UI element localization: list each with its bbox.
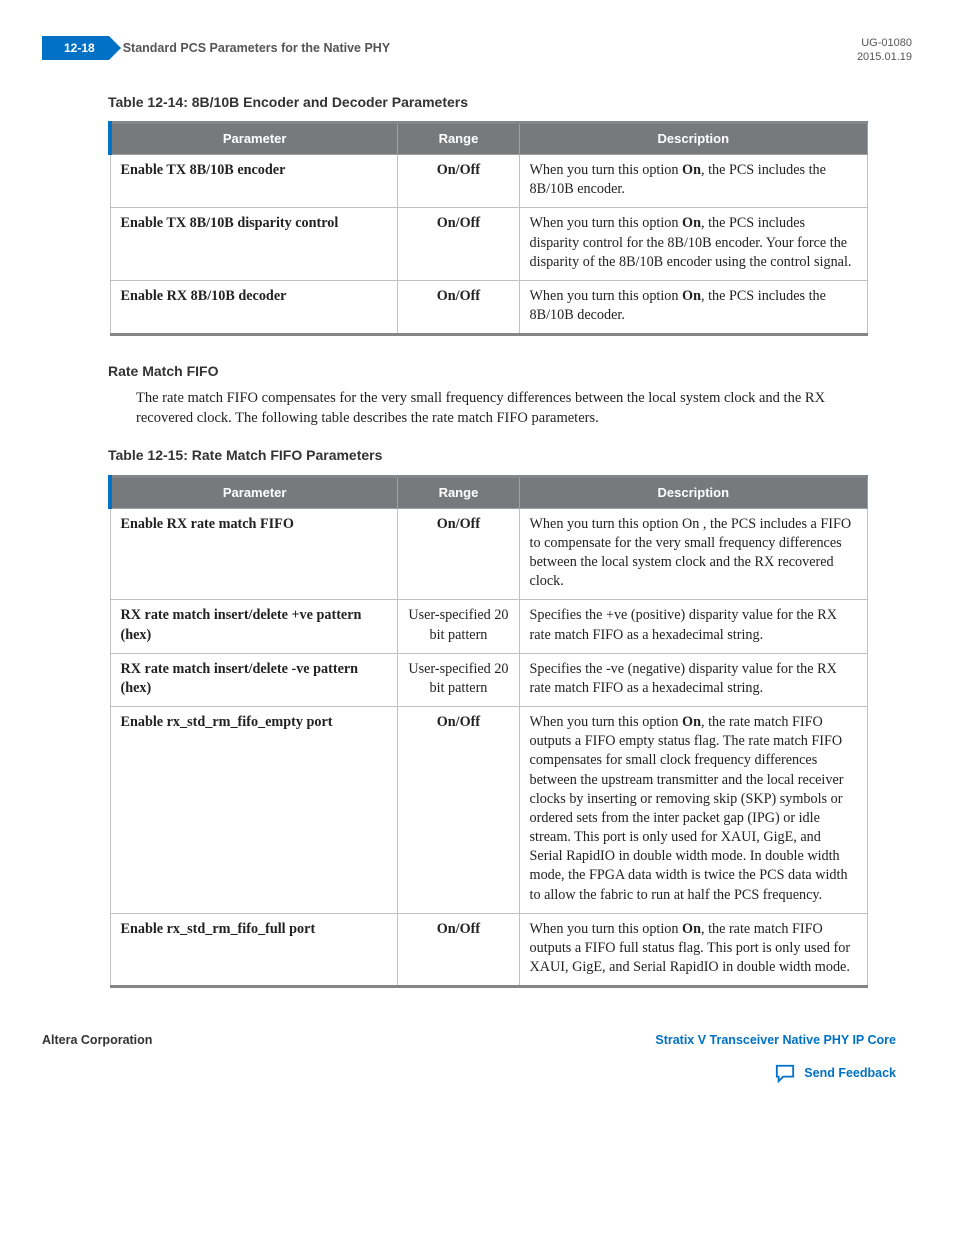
table-header-row: Parameter Range Description (110, 123, 868, 155)
cell-description: When you turn this option On, the rate m… (519, 913, 867, 987)
page-content: Table 12-14: 8B/10B Encoder and Decoder … (0, 93, 954, 989)
table-row: Enable TX 8B/10B disparity controlOn/Off… (110, 208, 868, 281)
footer-right: Stratix V Transceiver Native PHY IP Core… (655, 1032, 896, 1083)
col-parameter: Parameter (110, 123, 398, 155)
table-row: RX rate match insert/delete +ve pattern … (110, 600, 868, 653)
cell-description: When you turn this option On, the PCS in… (519, 155, 867, 208)
table-caption: Table 12-15: Rate Match FIFO Parameters (108, 446, 868, 465)
cell-parameter: Enable RX rate match FIFO (110, 508, 398, 600)
cell-description: When you turn this option On, the rate m… (519, 707, 867, 914)
col-range: Range (398, 477, 519, 509)
table-caption: Table 12-14: 8B/10B Encoder and Decoder … (108, 93, 868, 112)
doc-date: 2015.01.19 (857, 50, 912, 64)
header-left: 12-18 Standard PCS Parameters for the Na… (42, 36, 390, 60)
section-body: The rate match FIFO compensates for the … (108, 389, 868, 428)
table-body: Enable TX 8B/10B encoderOn/OffWhen you t… (110, 155, 868, 335)
cell-range: User-specified 20 bit pattern (398, 600, 519, 653)
cell-description: When you turn this option On, the PCS in… (519, 208, 867, 281)
feedback-icon[interactable] (774, 1063, 796, 1083)
cell-description: When you turn this option On, the PCS in… (519, 280, 867, 334)
col-description: Description (519, 477, 867, 509)
footer-company: Altera Corporation (42, 1032, 152, 1049)
col-description: Description (519, 123, 867, 155)
rate-match-fifo-table: Parameter Range Description Enable RX ra… (108, 475, 868, 988)
cell-range: On/Off (398, 913, 519, 987)
page-header: 12-18 Standard PCS Parameters for the Na… (0, 0, 954, 75)
table-row: Enable rx_std_rm_fifo_empty portOn/OffWh… (110, 707, 868, 914)
table-row: RX rate match insert/delete -ve pattern … (110, 653, 868, 706)
cell-range: On/Off (398, 208, 519, 281)
col-parameter: Parameter (110, 477, 398, 509)
cell-range: User-specified 20 bit pattern (398, 653, 519, 706)
cell-parameter: Enable TX 8B/10B encoder (110, 155, 398, 208)
cell-parameter: RX rate match insert/delete -ve pattern … (110, 653, 398, 706)
send-feedback-link[interactable]: Send Feedback (804, 1065, 896, 1082)
table-header-row: Parameter Range Description (110, 477, 868, 509)
table-body: Enable RX rate match FIFOOn/OffWhen you … (110, 508, 868, 987)
cell-parameter: Enable TX 8B/10B disparity control (110, 208, 398, 281)
footer-doc-link[interactable]: Stratix V Transceiver Native PHY IP Core (655, 1032, 896, 1049)
cell-parameter: Enable rx_std_rm_fifo_empty port (110, 707, 398, 914)
page-number-tab: 12-18 (42, 36, 109, 60)
cell-range: On/Off (398, 707, 519, 914)
cell-parameter: Enable rx_std_rm_fifo_full port (110, 913, 398, 987)
encoder-decoder-table: Parameter Range Description Enable TX 8B… (108, 121, 868, 336)
page-footer: Altera Corporation Stratix V Transceiver… (0, 988, 954, 1083)
table-row: Enable RX rate match FIFOOn/OffWhen you … (110, 508, 868, 600)
cell-range: On/Off (398, 508, 519, 600)
cell-description: Specifies the -ve (negative) disparity v… (519, 653, 867, 706)
cell-description: When you turn this option On , the PCS i… (519, 508, 867, 600)
cell-range: On/Off (398, 155, 519, 208)
header-right: UG-01080 2015.01.19 (857, 36, 912, 65)
table-row: Enable TX 8B/10B encoderOn/OffWhen you t… (110, 155, 868, 208)
feedback-row: Send Feedback (655, 1063, 896, 1083)
cell-description: Specifies the +ve (positive) disparity v… (519, 600, 867, 653)
table-row: Enable RX 8B/10B decoderOn/OffWhen you t… (110, 280, 868, 334)
cell-parameter: RX rate match insert/delete +ve pattern … (110, 600, 398, 653)
cell-parameter: Enable RX 8B/10B decoder (110, 280, 398, 334)
table-row: Enable rx_std_rm_fifo_full portOn/OffWhe… (110, 913, 868, 987)
col-range: Range (398, 123, 519, 155)
chapter-title: Standard PCS Parameters for the Native P… (123, 40, 390, 57)
section-heading: Rate Match FIFO (108, 362, 868, 381)
doc-id: UG-01080 (857, 36, 912, 50)
cell-range: On/Off (398, 280, 519, 334)
